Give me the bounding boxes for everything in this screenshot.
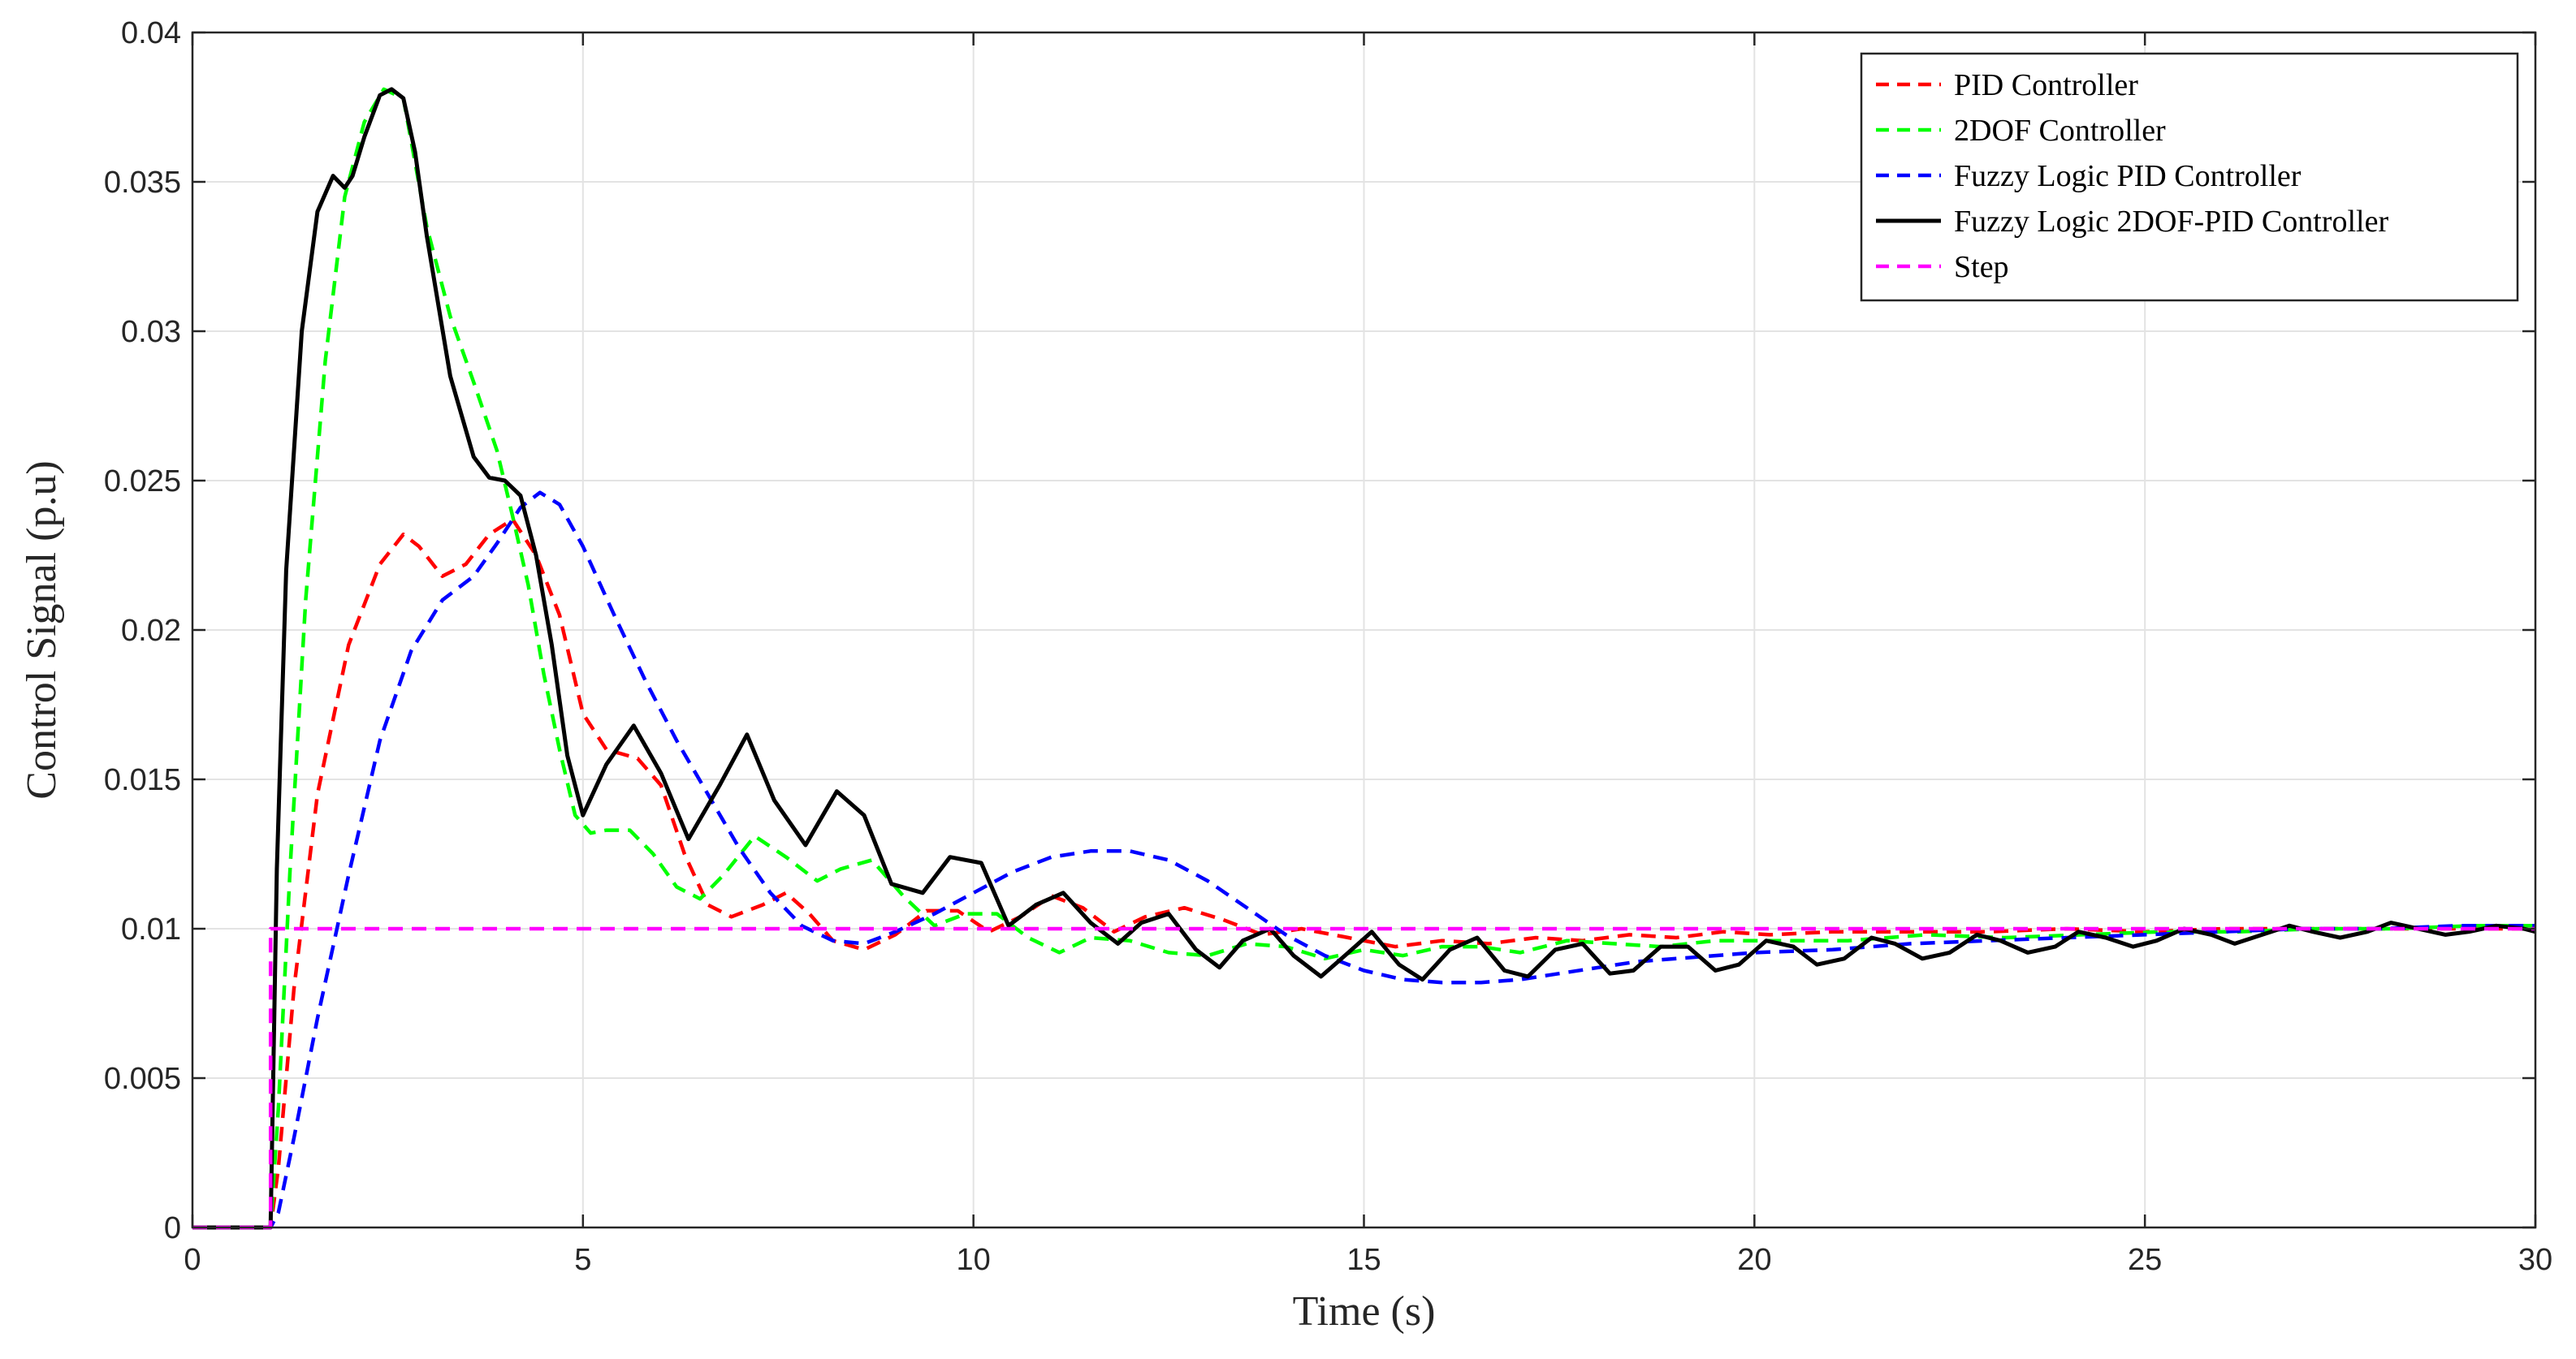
y-tick-label: 0.04 (121, 16, 181, 50)
legend: PID Controller 2DOF Controller Fuzzy Logic… (1860, 52, 2519, 302)
series-line-pid-controller (192, 517, 2535, 1230)
legend-label: 2DOF Controller (1954, 114, 2166, 148)
x-tick-label: 0 (184, 1243, 201, 1277)
y-tick-label: 0.025 (104, 464, 181, 498)
x-tick-label: 25 (2128, 1243, 2162, 1277)
legend-label: Step (1954, 250, 2009, 284)
legend-label: Fuzzy Logic PID Controller (1954, 159, 2302, 193)
x-tick-label: 20 (1737, 1243, 1771, 1277)
series-line-2dof-controller (192, 87, 2535, 1230)
x-tick-label: 10 (957, 1243, 991, 1277)
y-tick-label: 0.01 (121, 912, 181, 947)
x-tick-label: 5 (574, 1243, 591, 1277)
legend-label: PID Controller (1954, 68, 2138, 102)
y-tick-label: 0 (164, 1211, 181, 1245)
y-tick-label: 0.035 (104, 166, 181, 200)
legend-box (1860, 52, 2519, 302)
series-line-fuzzy-logic-2dof-pid-controller (192, 87, 2536, 1230)
y-tick-label: 0.03 (121, 315, 181, 349)
series-line-step (192, 926, 2535, 1230)
x-tick-label: 15 (1346, 1243, 1381, 1277)
x-tick-label: 30 (2518, 1243, 2552, 1277)
legend-label: Fuzzy Logic 2DOF-PID Controller (1954, 205, 2388, 239)
y-tick-label: 0.02 (121, 614, 181, 648)
axes: 0 5 10 15 20 25 30 0 0.005 0.01 0.015 0.02 0.025 0.03… (104, 16, 2552, 1277)
y-tick-label: 0.015 (104, 763, 181, 797)
y-axis-title: Control Signal (p.u) (19, 460, 65, 799)
y-tick-label: 0.005 (104, 1062, 181, 1096)
series-lines (192, 87, 2536, 1230)
series-line-fuzzy-logic-pid-controller (192, 490, 2535, 1230)
x-axis-title: Time (s) (1293, 1288, 1436, 1335)
